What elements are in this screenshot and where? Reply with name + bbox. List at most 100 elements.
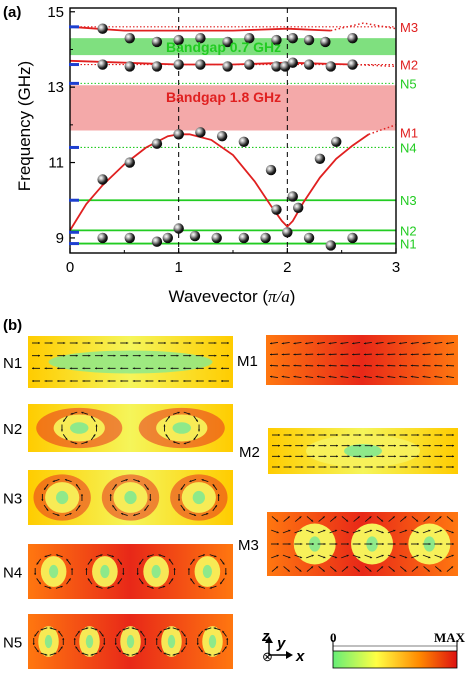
field-center xyxy=(208,634,217,649)
field-arrowhead xyxy=(164,341,166,345)
data-point xyxy=(173,129,184,140)
field-arrowhead xyxy=(404,569,407,572)
field-arrowhead xyxy=(75,354,78,357)
field-arrowhead xyxy=(301,455,304,458)
field-arrowhead xyxy=(151,341,154,345)
field-arrowhead xyxy=(347,542,349,546)
field-arrowhead xyxy=(417,455,420,458)
field-arrowhead xyxy=(336,465,338,469)
field-arrowhead xyxy=(209,586,212,589)
field-arrowhead xyxy=(57,367,60,370)
field-arrowhead xyxy=(369,529,373,532)
field-arrowhead xyxy=(370,465,373,469)
field-arrowhead xyxy=(69,512,72,515)
data-point xyxy=(347,59,358,70)
field-arrowhead xyxy=(440,444,443,447)
field-map-label: N5 xyxy=(3,635,22,652)
field-arrowhead xyxy=(347,433,350,437)
data-point xyxy=(325,61,336,72)
field-arrowhead xyxy=(164,354,166,357)
field-arrowhead xyxy=(382,444,385,447)
field-arrowhead xyxy=(168,627,171,630)
field-arrowhead xyxy=(370,455,373,458)
field-arrowhead xyxy=(151,586,154,589)
field-arrowhead xyxy=(428,542,431,546)
field-arrowhead xyxy=(345,519,349,522)
field-arrowhead xyxy=(450,519,454,522)
field-arrowhead xyxy=(387,375,390,378)
field-arrowhead xyxy=(335,542,338,546)
fit-curve-extension xyxy=(368,124,397,136)
data-point xyxy=(244,59,255,70)
field-arrowhead xyxy=(434,364,437,367)
field-arrowhead xyxy=(347,455,350,458)
field-arrowhead xyxy=(300,542,303,546)
y-tick-label: 11 xyxy=(48,155,64,172)
data-point xyxy=(265,164,277,176)
mode-label: N5 xyxy=(400,76,417,91)
data-points xyxy=(97,23,358,251)
field-arrowhead xyxy=(415,519,419,522)
field-arrowhead xyxy=(146,487,149,490)
data-point xyxy=(314,153,326,164)
field-arrowhead xyxy=(439,569,442,572)
field-map-label: M3 xyxy=(238,537,259,554)
field-arrowhead xyxy=(358,542,361,546)
fit-curve-extension xyxy=(330,22,397,32)
field-arrowhead xyxy=(278,455,280,458)
field-arrowhead xyxy=(440,465,443,469)
y-tick-label: 15 xyxy=(47,4,64,21)
field-arrowhead xyxy=(58,630,61,634)
field-arrowhead xyxy=(352,342,355,345)
field-arrowhead xyxy=(434,353,437,356)
field-arrowhead xyxy=(117,581,120,585)
field-arrowhead xyxy=(439,529,443,532)
field-arrowhead xyxy=(109,494,112,496)
field-arrowhead xyxy=(427,516,430,519)
field-arrowhead xyxy=(138,354,141,357)
field-arrowhead xyxy=(132,379,135,383)
field-arrowhead xyxy=(450,566,454,569)
field-arrowhead xyxy=(428,444,431,447)
field-arrowhead xyxy=(149,499,152,501)
field-arrowhead xyxy=(99,649,102,653)
colorbar-max-label: MAX xyxy=(434,630,466,645)
field-arrowhead xyxy=(140,630,143,634)
field-arrowhead xyxy=(410,342,413,345)
field-arrowhead xyxy=(188,412,191,415)
mode-label: N3 xyxy=(400,193,417,208)
field-arrowhead xyxy=(36,562,39,565)
field-arrowhead xyxy=(91,416,94,419)
field-arrowhead xyxy=(213,627,216,630)
data-point xyxy=(195,127,206,138)
field-arrowhead xyxy=(173,441,176,444)
data-point xyxy=(151,138,163,149)
field-center xyxy=(100,564,110,579)
field-arrowhead xyxy=(158,367,160,370)
field-arrowhead xyxy=(358,556,361,559)
field-arrowhead xyxy=(158,554,161,557)
field-arrowhead xyxy=(305,353,308,356)
field-arrowhead xyxy=(324,444,327,447)
field-arrowhead xyxy=(66,558,69,562)
field-arrowhead xyxy=(405,444,408,447)
field-arrowhead xyxy=(359,444,362,447)
field-arrowhead xyxy=(357,569,360,572)
field-arrowhead xyxy=(446,342,449,345)
field-arrowhead xyxy=(208,367,211,370)
field-arrowhead xyxy=(281,375,284,378)
field-map-label: N4 xyxy=(3,565,22,582)
field-arrowhead xyxy=(312,542,314,546)
field-maps: N1 N2 N3 N4 N5 M1 M2 M3 xyxy=(3,335,458,669)
field-arrowhead xyxy=(119,562,122,565)
field-arrowhead xyxy=(65,437,68,440)
field-arrowhead xyxy=(218,652,221,655)
field-arrowhead xyxy=(78,505,81,508)
field-arrowhead xyxy=(131,627,134,630)
field-arrowhead xyxy=(446,353,448,356)
field-arrowhead xyxy=(417,444,420,447)
field-arrowhead xyxy=(281,364,284,367)
field-arrowhead xyxy=(370,542,373,546)
field-arrowhead xyxy=(452,455,454,458)
field-arrowhead xyxy=(113,354,116,357)
